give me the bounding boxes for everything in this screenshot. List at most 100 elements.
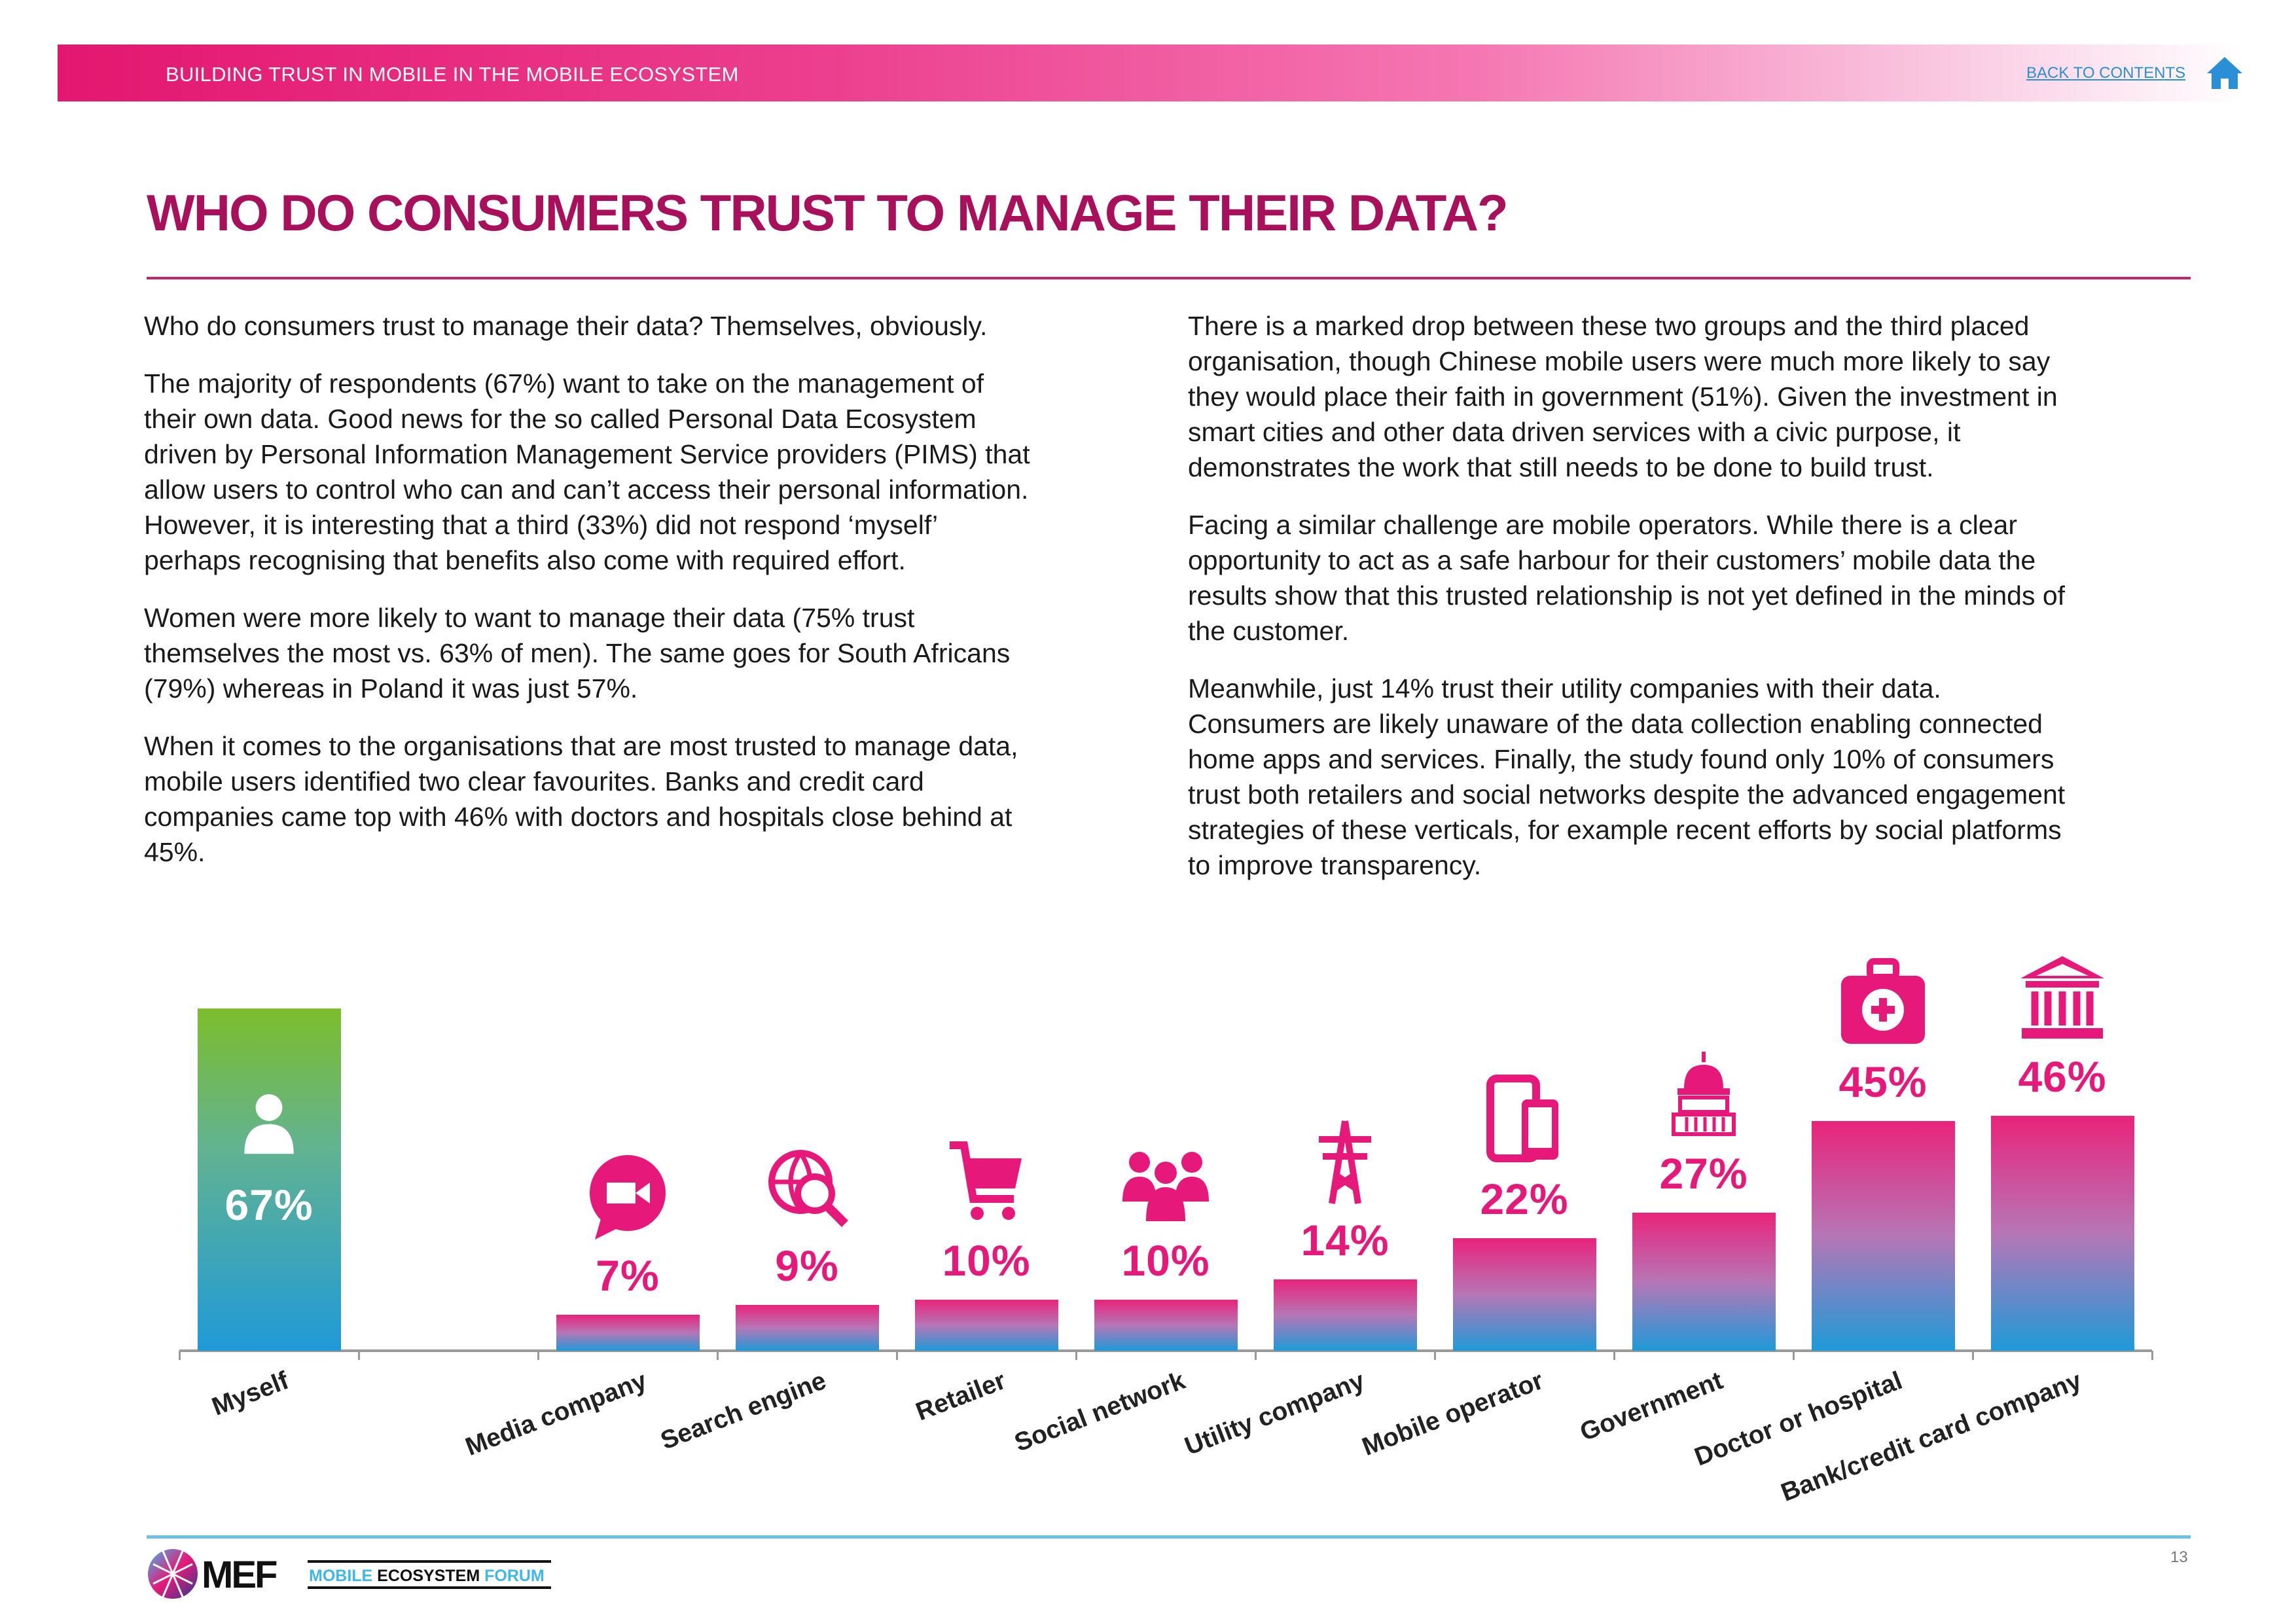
footer-divider [147,1535,2191,1539]
bar-7 [1632,1213,1776,1351]
text-line: their own data. Good news for the so cal… [144,404,977,434]
value-label: 7% [596,1251,660,1300]
home-icon[interactable] [2206,55,2244,90]
axis-tick [1434,1351,1436,1360]
axis-tick [358,1351,360,1360]
bar-6 [1452,1238,1596,1351]
value-label: 10% [1121,1236,1210,1285]
axis-tick [1613,1351,1615,1360]
axis-tick [1255,1351,1257,1360]
globe-search-icon [768,1149,848,1227]
value-label: 27% [1659,1149,1748,1198]
axis-tick [537,1351,539,1360]
text-line: strategies of these verticals, for examp… [1188,815,2062,845]
devices-icon [1486,1075,1558,1163]
bar-5 [1273,1279,1417,1351]
page-number: 13 [2170,1548,2188,1566]
axis-tick [717,1351,719,1360]
text-line: When it comes to the organisations that … [144,731,1018,761]
text-line: 45%. [144,837,206,867]
text-line: smart cities and other data driven servi… [1188,417,1961,447]
value-label: 46% [2018,1052,2107,1101]
text-line: Meanwhile, just 14% trust their utility … [1188,673,1941,704]
value-label: 14% [1300,1215,1390,1264]
axis-tick [179,1351,181,1360]
title-divider [147,277,2191,279]
axis-tick [2151,1351,2153,1360]
paragraph: There is a marked drop between these two… [1188,308,2065,485]
text-line: trust both retailers and social networks… [1188,779,2066,810]
axis-tick [896,1351,898,1360]
text-line: themselves the most vs. 63% of men). The… [144,638,1011,668]
text-line: (79%) whereas in Poland it was just 57%. [144,673,638,704]
category-label: Utility company [1180,1366,1369,1461]
mef-logo: MEF MOBILE ECOSYSTEM FORUM [148,1549,551,1599]
video-chat-icon [590,1155,666,1240]
svg-text:MOBILE ECOSYSTEM FORUM: MOBILE ECOSYSTEM FORUM [309,1567,545,1585]
category-label: Myself [207,1366,293,1421]
text-line: organisation, though Chinese mobile user… [1188,346,2051,376]
value-label: 67% [224,1181,314,1229]
text-line: to improve transparency. [1188,850,1482,880]
value-label: 10% [942,1236,1031,1285]
first-aid-kit-icon [1841,957,1925,1044]
axis-tick [1972,1351,1974,1360]
cart-icon [950,1141,1022,1220]
bar-9 [1990,1115,2134,1351]
category-label: Social network [1011,1366,1189,1457]
category-label: Media company [461,1366,651,1461]
text-line: Consumers are likely unaware of the data… [1188,709,2043,739]
category-label: Retailer [912,1366,1010,1427]
category-label: Search engine [657,1366,831,1455]
category-label: Mobile operator [1358,1366,1548,1461]
header-band [58,45,2244,101]
capitol-icon [1672,1052,1736,1137]
bar-4 [1094,1299,1238,1351]
paragraph: Women were more likely to want to manage… [144,600,1030,706]
left-column-text: Who do consumers trust to manage their d… [144,308,1030,892]
x-axis [179,1349,2152,1352]
value-label: 45% [1839,1057,1928,1106]
text-line: However, it is interesting that a third … [144,510,939,540]
paragraph: Facing a similar challenge are mobile op… [1188,507,2065,649]
value-label: 9% [775,1241,839,1290]
bar-8 [1811,1120,1955,1351]
text-line: companies came top with 46% with doctors… [144,802,1013,832]
group-icon [1122,1151,1209,1221]
paragraph: The majority of respondents (67%) want t… [144,366,1030,578]
category-label: Bank/credit card company [1777,1366,2086,1507]
text-line: The majority of respondents (67%) want t… [144,368,984,399]
axis-tick [1793,1351,1795,1360]
text-line: results show that this trusted relations… [1188,580,2066,611]
axis-tick [1075,1351,1077,1360]
value-label: 22% [1480,1175,1569,1224]
bar-3 [914,1299,1058,1351]
bar-1 [556,1315,700,1351]
text-line: they would place their faith in governme… [1188,382,2058,412]
paragraph: When it comes to the organisations that … [144,728,1030,870]
text-line: Who do consumers trust to manage their d… [144,311,988,341]
text-line: mobile users identified two clear favour… [144,766,924,796]
bank-icon [2020,955,2104,1039]
bar-2 [735,1304,879,1351]
text-line: Women were more likely to want to manage… [144,603,915,633]
bar-0 [197,1008,341,1351]
svg-text:MEF: MEF [202,1554,277,1596]
text-line: demonstrates the work that still needs t… [1188,452,1934,482]
back-to-contents-link[interactable]: BACK TO CONTENTS [2026,64,2186,82]
section-title: BUILDING TRUST IN MOBILE IN THE MOBILE E… [166,63,739,86]
text-line: driven by Personal Information Managemen… [144,439,1030,469]
text-line: There is a marked drop between these two… [1188,311,2030,341]
paragraph: Meanwhile, just 14% trust their utility … [1188,671,2065,883]
right-column-text: There is a marked drop between these two… [1188,308,2065,905]
text-line: Facing a similar challenge are mobile op… [1188,510,2018,540]
text-line: opportunity to act as a safe harbour for… [1188,545,2036,575]
page-title: WHO DO CONSUMERS TRUST TO MANAGE THEIR D… [147,184,1509,241]
text-line: perhaps recognising that benefits also c… [144,545,906,575]
text-line: allow users to control who can and can’t… [144,474,1029,505]
paragraph: Who do consumers trust to manage their d… [144,308,1030,344]
text-line: the customer. [1188,616,1350,646]
pylon-icon [1319,1120,1371,1204]
category-label: Government [1576,1366,1727,1447]
